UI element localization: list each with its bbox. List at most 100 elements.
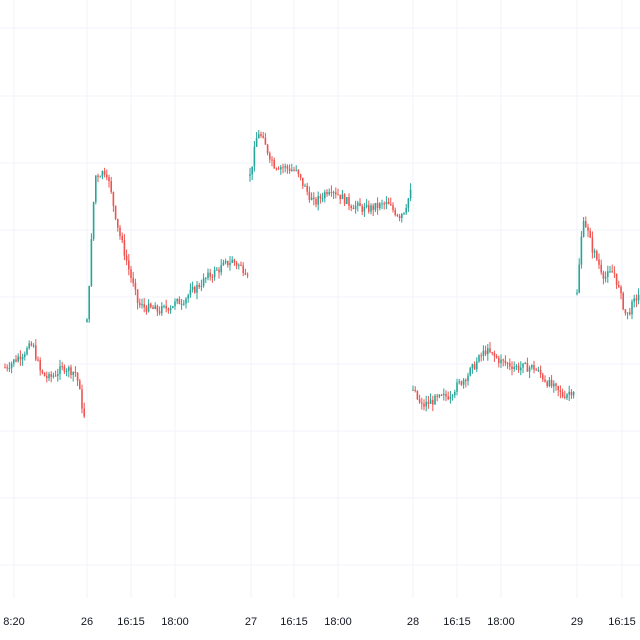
- candle: [381, 199, 383, 209]
- candle: [542, 372, 544, 383]
- candle: [136, 289, 139, 310]
- x-tick-label: 16:15: [280, 616, 308, 628]
- candle: [211, 274, 214, 283]
- candle: [59, 359, 61, 380]
- x-tick-label: 29: [571, 616, 583, 628]
- candle: [591, 231, 594, 259]
- candle: [495, 354, 498, 359]
- candle: [95, 175, 97, 205]
- candle: [460, 380, 463, 386]
- candle: [471, 363, 474, 374]
- candle: [271, 156, 273, 167]
- candle: [535, 367, 537, 371]
- candle: [30, 341, 33, 347]
- candle: [409, 183, 412, 202]
- candle: [178, 296, 181, 305]
- candle: [513, 361, 515, 372]
- candle: [346, 196, 348, 205]
- candle: [242, 262, 244, 277]
- candle: [593, 248, 596, 258]
- candle: [249, 167, 251, 182]
- candle: [39, 357, 41, 376]
- candle: [458, 378, 460, 385]
- candle: [26, 346, 28, 356]
- candle: [328, 188, 330, 196]
- candle: [269, 151, 271, 163]
- candle: [445, 390, 447, 402]
- candle: [383, 201, 385, 210]
- candle: [416, 390, 419, 401]
- candle: [589, 227, 591, 239]
- candle: [19, 350, 22, 366]
- candle: [121, 232, 123, 244]
- candle: [231, 256, 233, 264]
- candle: [387, 197, 390, 205]
- candle: [487, 343, 489, 361]
- candle: [17, 353, 19, 363]
- candle: [537, 366, 540, 372]
- candle: [564, 390, 566, 400]
- candle: [504, 355, 507, 366]
- candle: [189, 283, 192, 298]
- candle: [473, 361, 476, 371]
- candle: [368, 200, 370, 214]
- candle: [213, 266, 216, 281]
- candle: [76, 372, 79, 387]
- candle: [326, 189, 328, 197]
- candle: [172, 305, 174, 309]
- candle: [233, 258, 236, 266]
- x-tick-label: 28: [407, 616, 419, 628]
- candle: [246, 272, 249, 279]
- candle: [106, 169, 108, 181]
- candle: [600, 259, 602, 275]
- candle: [194, 285, 196, 294]
- candle: [546, 380, 548, 388]
- candle: [108, 174, 110, 188]
- candle: [467, 372, 469, 386]
- candle: [635, 294, 638, 308]
- candle: [421, 397, 423, 410]
- candle: [365, 199, 368, 209]
- candle: [15, 354, 17, 363]
- candle: [200, 279, 203, 292]
- candle: [260, 131, 262, 138]
- candle: [299, 173, 302, 181]
- x-tick-label: 26: [81, 616, 93, 628]
- candle: [570, 389, 573, 399]
- candle: [618, 280, 620, 289]
- candle: [553, 380, 555, 393]
- grid-lines: [0, 0, 640, 598]
- candle: [264, 132, 267, 145]
- candle: [350, 204, 352, 212]
- candle: [273, 157, 275, 169]
- candle: [361, 203, 363, 216]
- candle: [103, 167, 106, 178]
- candle: [205, 277, 207, 283]
- candle: [454, 389, 456, 399]
- candle: [92, 201, 95, 241]
- candle: [533, 360, 535, 374]
- candle: [180, 298, 183, 310]
- candle: [224, 258, 227, 265]
- candle: [585, 216, 587, 228]
- candle: [611, 264, 613, 273]
- candle: [626, 312, 629, 320]
- x-axis: 8:20 26 16:15 18:00 27 16:15 18:00 28 16:15 18:00…: [3, 616, 635, 628]
- candle: [90, 233, 93, 287]
- candle: [128, 254, 130, 276]
- candle: [37, 356, 39, 362]
- candle: [235, 261, 238, 270]
- candles: [4, 129, 640, 419]
- candle: [412, 385, 414, 391]
- candle: [165, 299, 167, 313]
- candle: [330, 185, 333, 197]
- candle: [244, 268, 247, 276]
- candle: [443, 388, 445, 401]
- candle: [52, 372, 55, 379]
- candle: [631, 299, 633, 320]
- candle: [191, 281, 194, 293]
- candle: [110, 176, 112, 194]
- candle: [482, 345, 485, 361]
- candle: [615, 273, 618, 289]
